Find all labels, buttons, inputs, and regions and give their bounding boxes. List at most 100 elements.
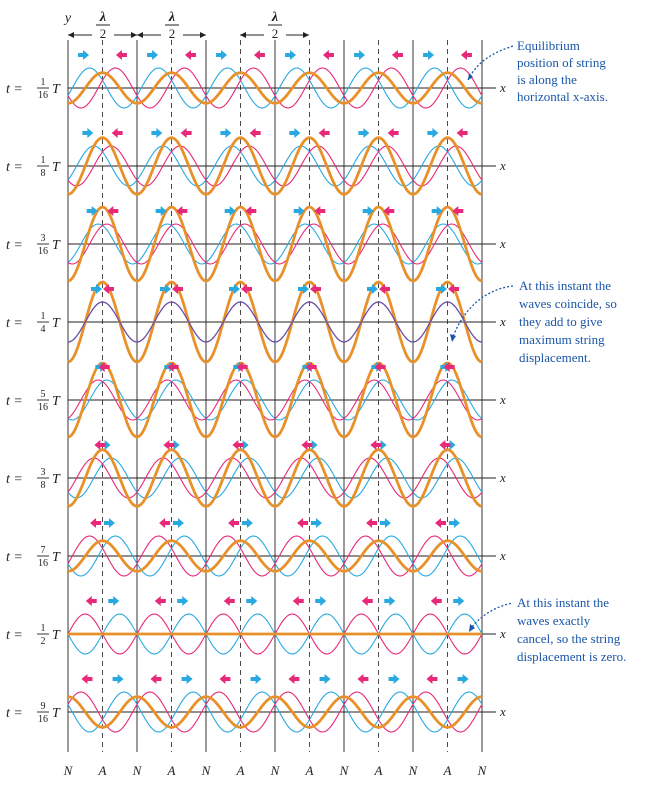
fraction-numerator: 1	[41, 155, 46, 166]
t-suffix: T	[52, 706, 61, 721]
resultant-wave	[67, 539, 483, 573]
left-direction-arrow	[305, 362, 317, 372]
fraction-numerator: 1	[41, 311, 46, 322]
fraction-denominator: 2	[41, 636, 46, 647]
left-direction-arrow	[81, 674, 93, 684]
left-direction-arrow	[154, 596, 166, 606]
resultant-wave	[67, 71, 483, 105]
left-direction-arrow	[288, 674, 300, 684]
time-label: t = 1 16 T	[6, 77, 61, 101]
right-direction-arrow	[354, 50, 366, 60]
right-direction-arrow	[388, 674, 400, 684]
fraction-numerator: 5	[41, 389, 46, 400]
left-direction-arrow	[443, 362, 455, 372]
right-direction-arrow	[250, 674, 262, 684]
left-moving-wave	[67, 379, 483, 421]
right-direction-arrow	[431, 206, 443, 216]
left-direction-arrow	[379, 284, 390, 294]
fraction-denominator: 16	[38, 246, 48, 257]
right-direction-arrow	[319, 674, 331, 684]
right-direction-arrow	[448, 518, 460, 528]
left-direction-arrow	[163, 440, 175, 450]
left-direction-arrow	[383, 206, 395, 216]
fraction-denominator: 8	[41, 480, 46, 491]
left-direction-arrow	[391, 50, 403, 60]
annotation-line: displacement is zero.	[517, 649, 626, 664]
fraction-denominator: 16	[38, 558, 48, 569]
left-direction-arrow	[245, 206, 257, 216]
left-direction-arrow	[322, 50, 334, 60]
fraction-denominator: 16	[38, 402, 48, 413]
time-label: t = 3 16 T	[6, 233, 61, 257]
left-direction-arrow	[435, 518, 447, 528]
right-direction-arrow	[224, 206, 236, 216]
fraction-numerator: 1	[41, 77, 46, 88]
antinode-label: A	[305, 763, 314, 778]
annotation-line: is along the	[517, 72, 577, 87]
t-prefix: t =	[6, 316, 23, 331]
right-direction-arrow	[241, 518, 253, 528]
t-suffix: T	[52, 160, 61, 175]
left-moving-wave	[67, 145, 483, 187]
node-label: N	[132, 763, 143, 778]
resultant-wave	[67, 205, 483, 283]
annotation-line: waves exactly	[517, 613, 591, 628]
fraction-denominator: 16	[38, 90, 48, 101]
left-direction-arrow	[219, 674, 231, 684]
right-direction-arrow	[427, 128, 439, 138]
resultant-wave	[67, 280, 483, 364]
t-suffix: T	[52, 82, 61, 97]
right-direction-arrow	[220, 128, 232, 138]
left-direction-arrow	[370, 440, 382, 450]
time-label: t = 5 16 T	[6, 389, 61, 413]
left-direction-arrow	[107, 206, 119, 216]
t-prefix: t =	[6, 706, 23, 721]
antinode-label: A	[98, 763, 107, 778]
x-axis-label: x	[499, 470, 506, 485]
right-direction-arrow	[112, 674, 124, 684]
left-direction-arrow	[176, 206, 188, 216]
left-moving-wave	[67, 691, 483, 733]
left-direction-arrow	[314, 206, 326, 216]
y-axis-label: y	[63, 11, 72, 26]
right-direction-arrow	[362, 206, 374, 216]
x-axis-label: x	[499, 236, 506, 251]
wave-row: x	[67, 280, 506, 364]
left-direction-arrow	[232, 440, 244, 450]
annotation-coincide: At this instant the waves coincide, so t…	[450, 278, 617, 365]
annotation-line: maximum string	[519, 332, 605, 347]
t-prefix: t =	[6, 238, 23, 253]
left-direction-arrow	[241, 284, 252, 294]
resultant-wave	[67, 695, 483, 729]
node-antinode-guides	[67, 40, 483, 752]
right-direction-arrow	[155, 206, 167, 216]
left-direction-arrow	[228, 518, 240, 528]
right-direction-arrow	[423, 50, 435, 60]
left-direction-arrow	[180, 128, 192, 138]
right-direction-arrow	[172, 518, 184, 528]
left-direction-arrow	[223, 596, 235, 606]
annotation-line: Equilibrium	[517, 38, 580, 53]
left-moving-wave	[67, 223, 483, 265]
resultant-wave	[67, 136, 483, 196]
lambda-symbol: λ	[271, 10, 278, 25]
left-direction-arrow	[115, 50, 127, 60]
t-prefix: t =	[6, 82, 23, 97]
wave-row: x	[67, 596, 506, 655]
right-direction-arrow	[160, 284, 171, 294]
fraction-denominator: 16	[38, 714, 48, 725]
left-moving-wave	[67, 535, 483, 577]
coincident-waves	[67, 301, 483, 343]
t-prefix: t =	[6, 628, 23, 643]
left-direction-arrow	[90, 518, 102, 528]
right-direction-arrow	[216, 50, 228, 60]
right-direction-arrow	[91, 284, 102, 294]
right-direction-arrow	[108, 596, 120, 606]
left-direction-arrow	[94, 440, 106, 450]
resultant-wave	[67, 361, 483, 439]
t-prefix: t =	[6, 550, 23, 565]
right-direction-arrow	[86, 206, 98, 216]
right-direction-arrow	[379, 518, 391, 528]
right-direction-arrow	[384, 596, 396, 606]
